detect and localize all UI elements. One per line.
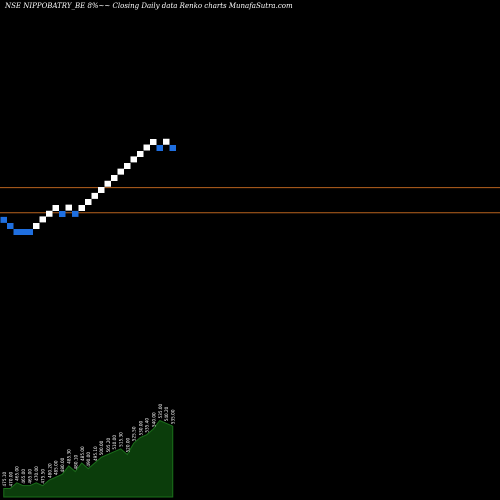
renko-brick-up xyxy=(46,210,53,217)
renko-brick-up xyxy=(130,156,137,163)
renko-brick-down xyxy=(13,229,20,235)
chart-title: NSE NIPPOBATRY_BE 8%~~ Closing Daily dat… xyxy=(5,2,293,10)
renko-brick-up xyxy=(98,187,105,193)
renko-brick-up xyxy=(143,144,150,151)
renko-brick-up xyxy=(65,204,72,211)
volume-label: 490.00 xyxy=(86,452,91,467)
renko-brick-up xyxy=(52,205,59,211)
volume-label: 480.10 xyxy=(73,455,78,470)
volume-label: 500.00 xyxy=(99,440,104,455)
volume-label: 515.30 xyxy=(119,432,124,447)
volume-label: 475.50 xyxy=(41,469,46,484)
volume-label: 470.00 xyxy=(34,466,39,481)
renko-brick-down xyxy=(156,145,163,151)
renko-brick-up xyxy=(91,192,98,199)
renko-brick-down xyxy=(59,211,66,217)
renko-brick-down xyxy=(169,145,176,151)
volume-label: 495.10 xyxy=(93,446,98,461)
volume-label: 480.20 xyxy=(47,463,52,478)
renko-brick-down xyxy=(72,210,79,217)
volume-label: 525.50 xyxy=(132,426,137,441)
volume-label: 465.00 xyxy=(21,469,26,484)
volume-label: 510.00 xyxy=(112,435,117,450)
volume-label: 485.30 xyxy=(67,449,72,464)
volume-label: 540.20 xyxy=(164,406,169,421)
renko-brick-up xyxy=(104,180,111,187)
volume-label: 485.00 xyxy=(54,460,59,475)
renko-brick-up xyxy=(163,138,170,145)
volume-label: 505.20 xyxy=(106,438,111,453)
volume-label: 535.00 xyxy=(171,409,176,424)
volume-label: 535.40 xyxy=(145,418,150,433)
renko-brick-down xyxy=(20,229,27,235)
volume-label: 535.00 xyxy=(158,404,163,419)
volume-label: 480.00 xyxy=(60,457,65,472)
renko-brick-down xyxy=(26,229,33,235)
renko-brick-up xyxy=(85,199,92,205)
renko-brick-down xyxy=(0,216,7,223)
renko-brick-up xyxy=(33,223,40,229)
renko-brick-up xyxy=(124,163,131,169)
renko-brick-up xyxy=(150,139,157,145)
renko-brick-up xyxy=(117,168,124,175)
volume-label: 530.00 xyxy=(138,421,143,436)
volume-label: 470.00 xyxy=(8,472,13,487)
volume-label: 520.00 xyxy=(125,438,130,453)
volume-label: 485.00 xyxy=(80,446,85,461)
volume-label: 465.00 xyxy=(15,466,20,481)
volume-label: 475.10 xyxy=(2,472,7,487)
volume-label: 465.00 xyxy=(28,469,33,484)
renko-brick-up xyxy=(111,175,118,181)
renko-brick-up xyxy=(78,205,85,211)
renko-brick-up xyxy=(137,151,144,157)
renko-brick-down xyxy=(7,223,14,229)
volume-label: 540.00 xyxy=(151,412,156,427)
renko-brick-up xyxy=(39,216,46,223)
volume-area xyxy=(3,419,174,498)
